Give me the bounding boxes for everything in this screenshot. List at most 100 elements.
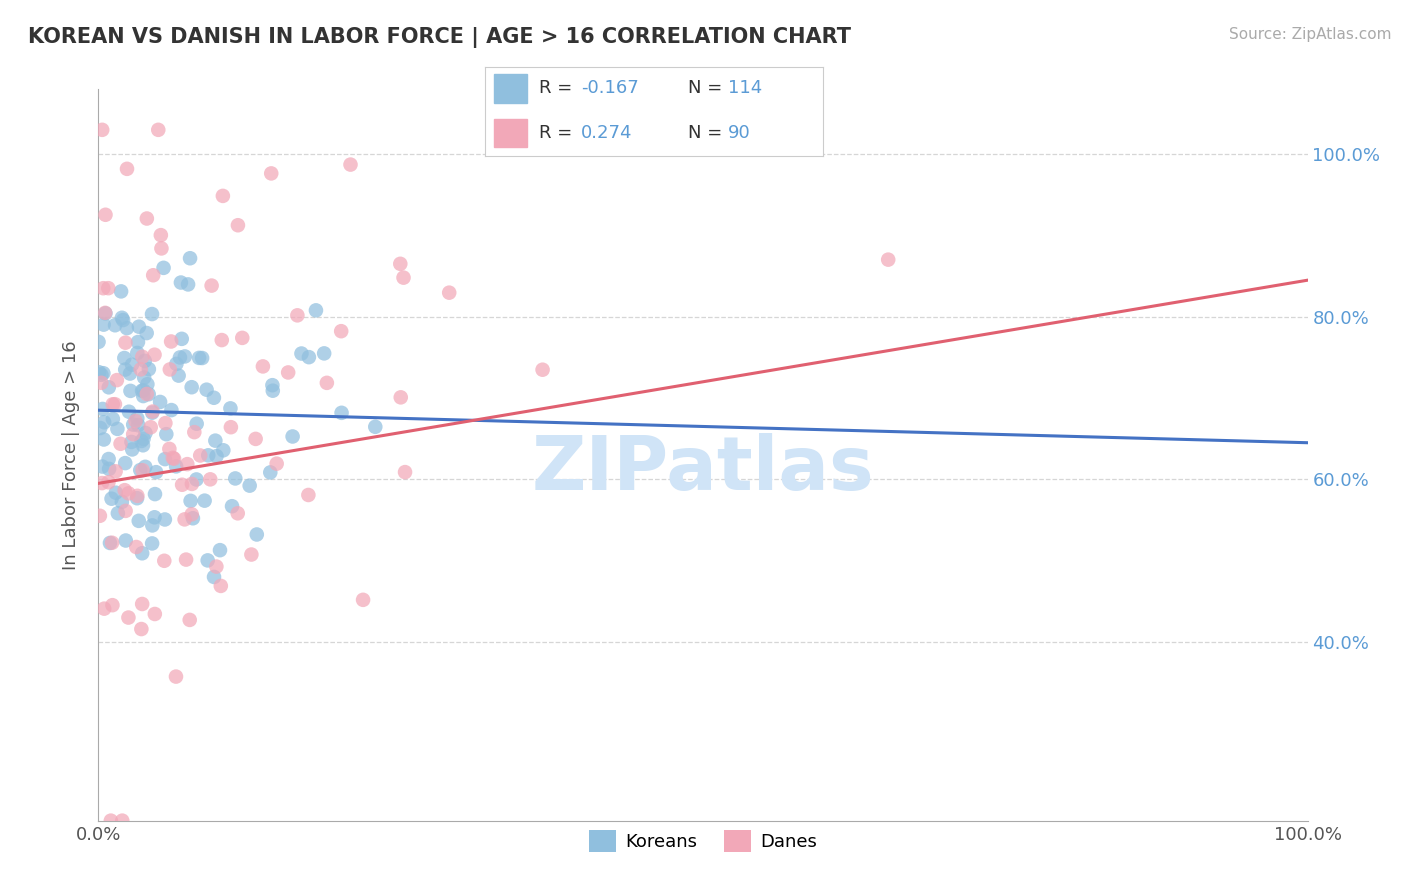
Point	[240, 548, 263, 562]
Point	[135, 326, 157, 340]
Point	[197, 448, 219, 462]
Text: -0.167: -0.167	[581, 79, 638, 97]
Point	[97, 380, 120, 394]
Point	[221, 500, 243, 514]
Point	[224, 471, 246, 485]
Point	[305, 303, 328, 318]
Point	[91, 401, 114, 416]
Point	[111, 814, 134, 828]
Text: ZIPatlas: ZIPatlas	[531, 433, 875, 506]
Point	[246, 527, 269, 541]
Point	[127, 334, 149, 349]
Point	[93, 415, 115, 429]
Point	[205, 559, 228, 574]
Point	[132, 384, 155, 398]
Point	[281, 429, 304, 443]
Point	[138, 362, 160, 376]
Point	[122, 427, 145, 442]
Point	[259, 466, 281, 480]
Point	[191, 351, 214, 365]
Y-axis label: In Labor Force | Age > 16: In Labor Force | Age > 16	[62, 340, 80, 570]
Point	[132, 389, 155, 403]
Point	[97, 475, 120, 490]
Text: R =: R =	[538, 124, 578, 142]
Point	[111, 495, 134, 509]
Point	[100, 491, 122, 506]
Point	[277, 366, 299, 380]
Point	[87, 365, 110, 379]
Point	[352, 592, 374, 607]
Point	[165, 459, 187, 474]
Point	[132, 438, 155, 452]
Point	[141, 518, 163, 533]
Point	[122, 417, 145, 432]
Point	[125, 491, 148, 506]
Point	[97, 281, 120, 295]
Point	[142, 404, 165, 418]
Point	[394, 465, 416, 479]
Point	[98, 462, 121, 476]
Point	[107, 506, 129, 520]
Point	[104, 464, 127, 478]
Point	[176, 457, 198, 471]
Point	[121, 434, 143, 449]
Point	[143, 510, 166, 524]
Text: KOREAN VS DANISH IN LABOR FORCE | AGE > 16 CORRELATION CHART: KOREAN VS DANISH IN LABOR FORCE | AGE > …	[28, 27, 851, 48]
Point	[136, 377, 159, 392]
Point	[97, 452, 120, 467]
Point	[101, 598, 124, 612]
Point	[315, 376, 337, 390]
Point	[163, 451, 186, 466]
Text: N =: N =	[688, 79, 727, 97]
Point	[149, 395, 172, 409]
Point	[117, 486, 139, 500]
Point	[262, 378, 284, 392]
Point	[101, 535, 124, 549]
Point	[201, 278, 224, 293]
Point	[141, 536, 163, 550]
Point	[98, 536, 121, 550]
Point	[127, 418, 149, 433]
Point	[155, 416, 177, 430]
Bar	[494, 119, 527, 147]
Point	[186, 473, 208, 487]
Point	[173, 512, 195, 526]
Point	[104, 485, 127, 500]
Point	[212, 443, 235, 458]
Point	[157, 442, 180, 456]
Point	[212, 189, 235, 203]
Point	[107, 422, 129, 436]
Text: 0.274: 0.274	[581, 124, 633, 142]
Point	[205, 449, 228, 463]
Point	[143, 348, 166, 362]
Point	[195, 383, 218, 397]
Point	[132, 432, 155, 446]
Point	[128, 514, 150, 528]
Point	[101, 397, 124, 411]
Point	[219, 420, 242, 434]
Point	[152, 260, 174, 275]
Point	[209, 579, 232, 593]
Point	[392, 270, 415, 285]
Point	[262, 384, 284, 398]
Point	[91, 123, 114, 137]
Point	[135, 211, 157, 226]
Point	[139, 420, 162, 434]
Point	[148, 123, 170, 137]
Point	[115, 161, 138, 176]
Point	[172, 477, 194, 491]
Point	[127, 489, 149, 503]
Point	[208, 543, 231, 558]
Point	[104, 318, 127, 333]
Point	[194, 493, 217, 508]
Point	[149, 228, 172, 243]
Point	[134, 459, 156, 474]
Point	[183, 425, 205, 439]
Point	[127, 411, 149, 425]
Text: 114: 114	[728, 79, 762, 97]
Text: N =: N =	[688, 124, 727, 142]
Point	[364, 419, 387, 434]
Point	[339, 158, 361, 172]
Point	[134, 354, 156, 368]
Point	[330, 324, 353, 338]
